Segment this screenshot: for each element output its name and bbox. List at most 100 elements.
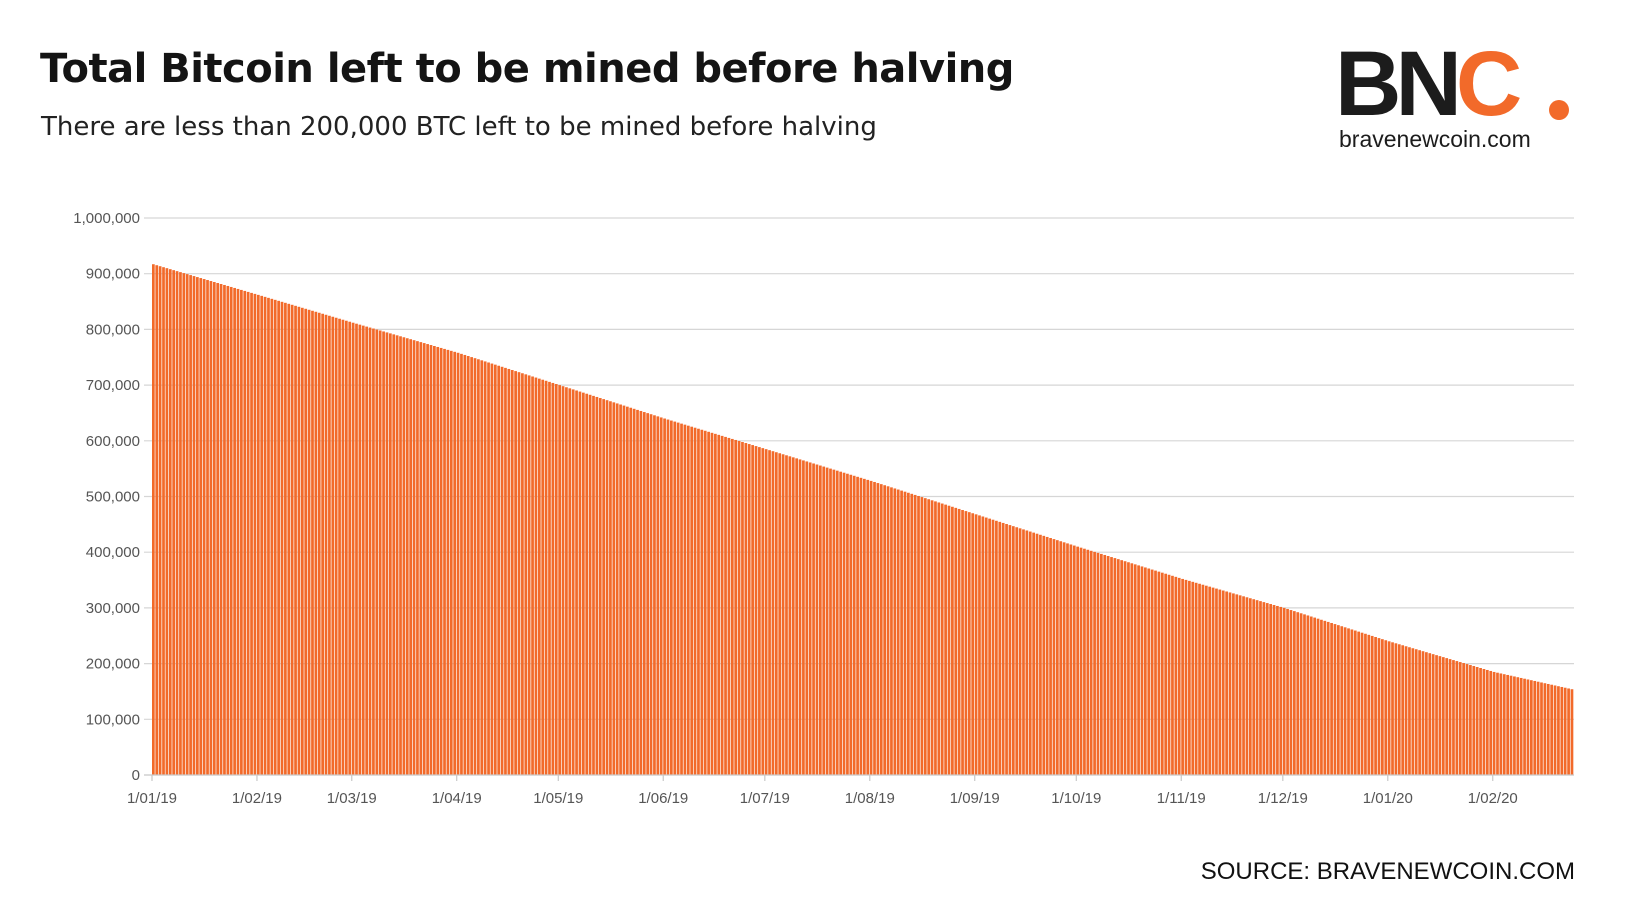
bar [1337, 625, 1340, 775]
bar [1218, 589, 1222, 775]
bar [693, 427, 697, 775]
bar [443, 348, 446, 775]
bar [683, 424, 687, 775]
bar [196, 277, 199, 775]
bar [1425, 652, 1428, 775]
bar [422, 343, 426, 775]
bar [233, 287, 236, 775]
bar [697, 428, 700, 775]
bar [507, 368, 511, 775]
bar [1492, 671, 1496, 775]
bar [598, 398, 602, 775]
bar [964, 511, 968, 775]
bar [619, 404, 622, 775]
bar [338, 318, 341, 775]
bar [449, 350, 453, 775]
bar [581, 392, 585, 775]
bar [409, 339, 413, 775]
bar [1042, 535, 1046, 775]
bar [287, 303, 291, 775]
bar [1404, 646, 1408, 775]
bar [1367, 634, 1371, 775]
bar [849, 474, 853, 775]
bar [1076, 546, 1080, 775]
bar [375, 329, 379, 775]
bar [1276, 605, 1279, 775]
bar [466, 356, 470, 775]
x-tick-label: 1/02/19 [232, 790, 282, 807]
x-tick-label: 1/01/19 [127, 790, 177, 807]
bar [182, 273, 186, 775]
bar [168, 269, 172, 775]
bar [473, 358, 477, 775]
bar [1485, 669, 1489, 775]
x-tick-label: 1/08/19 [845, 790, 895, 807]
bar [1462, 663, 1465, 775]
bar [1113, 558, 1117, 775]
bar [1299, 613, 1303, 775]
bar [995, 520, 998, 775]
bar [372, 328, 375, 775]
bar [1391, 642, 1394, 775]
bar [510, 370, 514, 775]
bar [1035, 533, 1039, 775]
bar [1255, 600, 1259, 775]
bar [1069, 544, 1073, 775]
bar [1211, 587, 1215, 775]
bar [1072, 545, 1076, 775]
bar [822, 466, 826, 775]
bar [1055, 540, 1059, 775]
bar [1184, 579, 1188, 775]
bar [971, 513, 975, 775]
bar [1560, 686, 1564, 775]
bar [724, 436, 727, 775]
bar [253, 293, 257, 775]
logo-domain: bravenewcoin.com [1339, 126, 1531, 152]
bar [1540, 682, 1543, 775]
bar [260, 295, 264, 775]
bar [277, 300, 280, 775]
bar [835, 470, 839, 775]
bar [521, 373, 524, 775]
bar [1286, 608, 1289, 775]
bar [412, 340, 416, 775]
bar [1458, 662, 1462, 775]
bar [937, 502, 941, 775]
bar [270, 298, 274, 775]
bar [934, 501, 937, 775]
bar [554, 384, 558, 775]
bar [1052, 539, 1056, 775]
bar [385, 332, 389, 775]
bar [1198, 583, 1201, 775]
bar [690, 426, 694, 775]
bar [944, 504, 947, 775]
bar [747, 444, 751, 775]
bar [927, 499, 931, 775]
bar [1018, 528, 1022, 775]
bar [670, 420, 673, 775]
x-tick-label: 1/06/19 [638, 790, 688, 807]
bar [568, 388, 572, 775]
bar [1252, 599, 1256, 775]
bar [1563, 687, 1567, 775]
y-tick-label: 400,000 [86, 544, 140, 561]
bar [314, 311, 318, 775]
bar [1225, 591, 1228, 775]
bar [1469, 665, 1472, 775]
bar [988, 518, 991, 775]
bar [1438, 656, 1442, 775]
bar [974, 514, 978, 775]
bar [795, 458, 798, 775]
x-tick-label: 1/01/20 [1363, 790, 1413, 807]
bar [1248, 598, 1252, 775]
bar [588, 394, 592, 775]
bar [1116, 559, 1120, 775]
bar [297, 306, 301, 775]
bar [426, 344, 429, 775]
bar [551, 382, 555, 775]
bar [368, 327, 372, 775]
bar [358, 324, 362, 775]
bar [815, 464, 819, 775]
bar [605, 400, 609, 775]
bar [1394, 643, 1398, 775]
